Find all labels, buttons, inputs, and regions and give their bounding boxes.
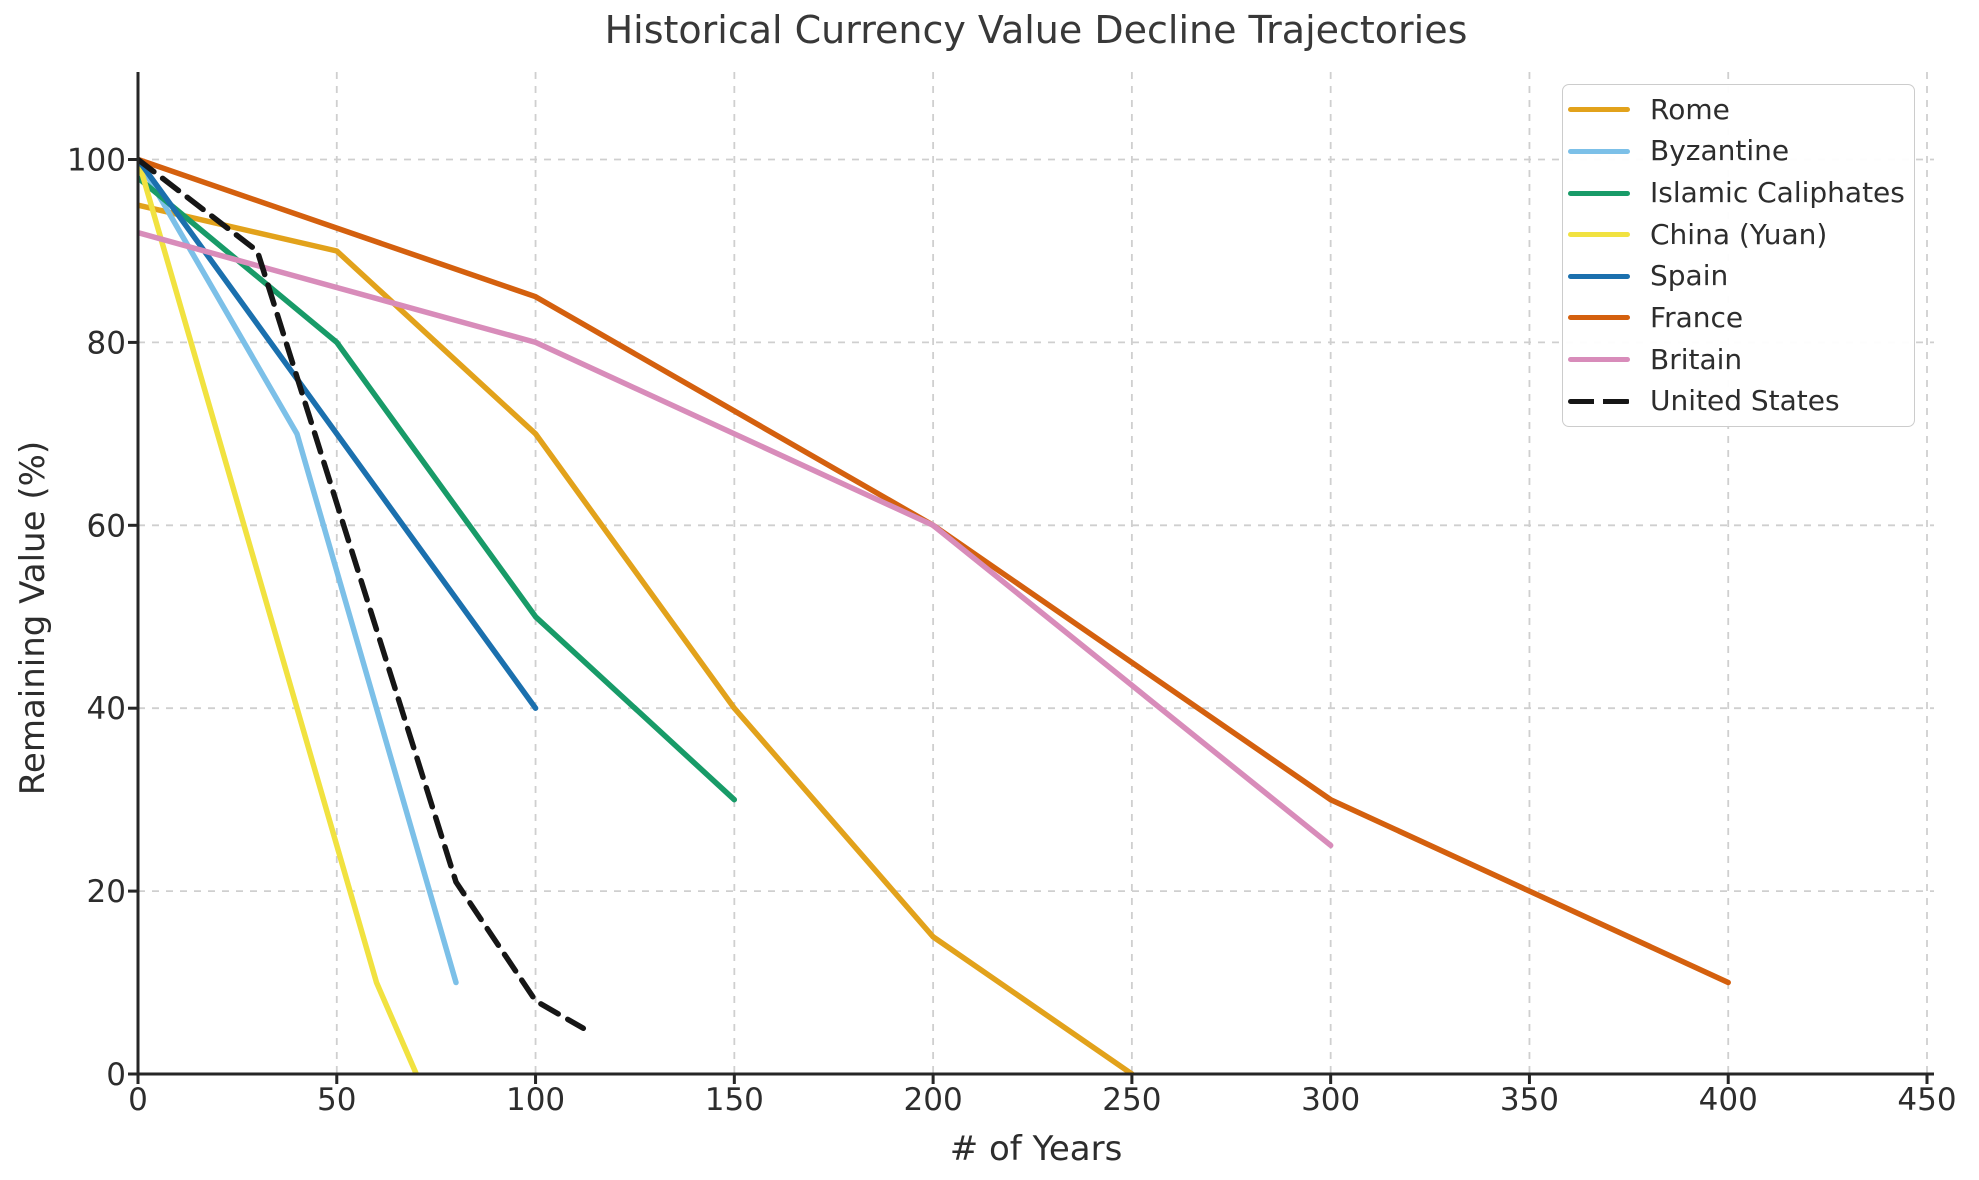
y-tick-label-20: 20	[87, 874, 126, 910]
legend-swatch-france	[1568, 315, 1630, 321]
legend-swatch-britain	[1568, 357, 1630, 363]
legend-swatch-united-states	[1568, 398, 1630, 404]
legend-item-byzantine: Byzantine	[1568, 131, 1906, 172]
legend-item-france: France	[1568, 297, 1906, 338]
legend-swatch-spain	[1568, 273, 1630, 279]
series-line-byzantine	[138, 156, 459, 986]
x-tick-label-50: 50	[317, 1082, 356, 1118]
x-tick-label-450: 450	[1897, 1082, 1956, 1118]
y-tick-label-100: 100	[67, 143, 126, 179]
legend-label-france: France	[1650, 300, 1744, 334]
y-tick-label-40: 40	[87, 691, 126, 727]
series-line-islamic-caliphates	[138, 175, 738, 803]
x-tick-label-250: 250	[1102, 1082, 1161, 1118]
legend-label-rome: Rome	[1650, 92, 1730, 126]
legend: Rome Byzantine Islamic Caliphates China (Yu…	[1562, 84, 1915, 427]
legend-item-islamic-caliphates: Islamic Caliphates	[1568, 173, 1906, 214]
y-tick-label-0: 0	[106, 1057, 126, 1093]
x-axis-label: # of Years	[950, 1129, 1123, 1169]
series-line-britain	[138, 229, 1334, 849]
legend-item-china-yuan: China (Yuan)	[1568, 214, 1906, 255]
series-line-rome	[138, 202, 1135, 1074]
chart-title: Historical Currency Value Decline Trajec…	[605, 8, 1468, 52]
x-tick-label-400: 400	[1699, 1082, 1758, 1118]
legend-swatch-byzantine	[1568, 148, 1630, 154]
legend-label-britain: Britain	[1650, 342, 1743, 376]
x-tick-label-300: 300	[1301, 1082, 1360, 1118]
y-tick-label-80: 80	[87, 325, 126, 361]
legend-swatch-islamic-caliphates	[1568, 190, 1630, 196]
axes	[128, 72, 1934, 1084]
y-tick-label-60: 60	[87, 508, 126, 544]
tick-labels: 0 50 100 150 200 250 300 350 400 450 0 20 40 60 80 100	[67, 143, 1957, 1119]
legend-swatch-china-yuan	[1568, 232, 1630, 238]
x-tick-label-200: 200	[904, 1082, 963, 1118]
legend-label-united-states: United States	[1650, 384, 1840, 418]
series-lines	[138, 156, 1731, 1074]
legend-label-china-yuan: China (Yuan)	[1650, 217, 1828, 251]
series-line-united-states	[138, 156, 587, 1032]
x-tick-label-100: 100	[506, 1082, 565, 1118]
legend-item-united-states: United States	[1568, 381, 1906, 422]
legend-swatch-rome	[1568, 107, 1630, 113]
legend-item-rome: Rome	[1568, 89, 1906, 130]
legend-label-byzantine: Byzantine	[1650, 134, 1790, 168]
series-line-china-yuan	[138, 156, 420, 1074]
legend-item-spain: Spain	[1568, 256, 1906, 297]
x-tick-label-350: 350	[1500, 1082, 1559, 1118]
legend-label-islamic-caliphates: Islamic Caliphates	[1650, 176, 1905, 210]
x-tick-label-0: 0	[128, 1082, 148, 1118]
y-axis-label: Remaining Value (%)	[13, 441, 53, 795]
legend-item-britain: Britain	[1568, 339, 1906, 380]
legend-label-spain: Spain	[1650, 259, 1729, 293]
x-tick-label-150: 150	[705, 1082, 764, 1118]
